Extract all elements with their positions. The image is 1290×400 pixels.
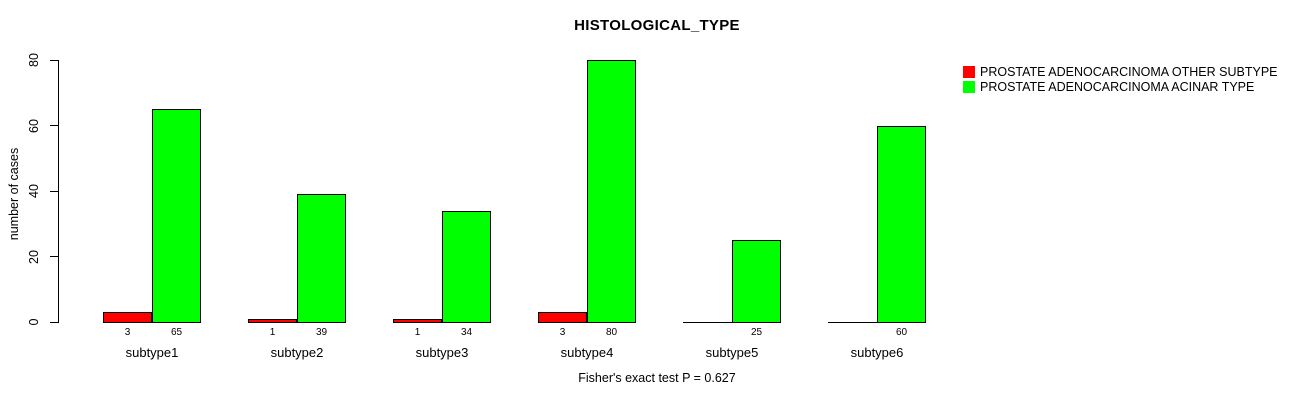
bar-acinar-type-subtype6 <box>877 125 926 323</box>
y-axis-tick <box>50 190 58 192</box>
y-axis-label: number of cases <box>7 147 21 241</box>
y-axis-tick-label: 80 <box>27 53 41 67</box>
bar-value-label: 34 <box>460 327 473 338</box>
bar-value-label: 1 <box>269 327 276 338</box>
bar-value-label: 3 <box>124 327 131 338</box>
bar-group-subtype3: 1 34 subtype3 <box>393 0 491 400</box>
bar-group-subtype4: 3 80 subtype4 <box>538 0 636 400</box>
legend-entry-acinar-type: PROSTATE ADENOCARCINOMA ACINAR TYPE <box>963 79 1278 94</box>
bar-value-label: 3 <box>559 327 566 338</box>
bar-other-subtype-subtype3 <box>393 318 442 323</box>
legend-label: PROSTATE ADENOCARCINOMA OTHER SUBTYPE <box>980 64 1278 79</box>
category-label-subtype3: subtype3 <box>415 345 469 360</box>
bar-value-label: 1 <box>414 327 421 338</box>
bar-acinar-type-subtype4 <box>587 60 636 323</box>
y-axis-tick-label: 60 <box>27 118 41 133</box>
bar-value-label: 80 <box>605 327 618 338</box>
chart-title: HISTOLOGICAL_TYPE <box>574 17 740 34</box>
y-axis-tick-label: 20 <box>27 249 41 264</box>
bar-group-subtype6: 60 subtype6 <box>828 0 926 400</box>
legend-entry-other-subtype: PROSTATE ADENOCARCINOMA OTHER SUBTYPE <box>963 64 1278 79</box>
y-axis-line <box>58 60 59 323</box>
bar-value-label: 25 <box>750 327 763 338</box>
category-label-subtype6: subtype6 <box>850 345 904 360</box>
category-label-subtype1: subtype1 <box>125 345 179 360</box>
legend-swatch-red <box>963 65 975 78</box>
legend-swatch-green <box>963 80 975 93</box>
bar-acinar-type-subtype2 <box>297 194 346 323</box>
y-axis-tick <box>50 256 58 257</box>
y-axis-tick-label: 0 <box>27 318 41 326</box>
bar-acinar-type-subtype1 <box>152 109 201 323</box>
bar-acinar-type-subtype3 <box>442 210 491 323</box>
bar-other-subtype-subtype1 <box>103 312 152 323</box>
category-label-subtype4: subtype4 <box>560 345 614 360</box>
category-label-subtype5: subtype5 <box>705 345 759 360</box>
y-axis-tick <box>50 321 58 323</box>
y-axis-tick-label: 40 <box>27 184 41 198</box>
bar-acinar-type-subtype5 <box>732 240 781 323</box>
bar-other-subtype-subtype2 <box>248 318 297 323</box>
bar-other-subtype-subtype4 <box>538 312 587 323</box>
bar-value-label: 60 <box>895 327 908 338</box>
bar-group-subtype1: 3 65 subtype1 <box>103 0 201 400</box>
legend: PROSTATE ADENOCARCINOMA OTHER SUBTYPE PR… <box>963 64 1278 94</box>
y-axis-tick <box>50 125 58 126</box>
category-label-subtype2: subtype2 <box>270 345 324 360</box>
bar-value-label: 65 <box>170 327 183 338</box>
y-axis-tick <box>50 59 58 61</box>
footer-note: Fisher's exact test P = 0.627 <box>578 371 736 385</box>
bar-group-subtype2: 1 39 subtype2 <box>248 0 346 400</box>
bar-group-subtype5: 25 subtype5 <box>683 0 781 400</box>
bar-value-label: 39 <box>315 327 328 338</box>
legend-label: PROSTATE ADENOCARCINOMA ACINAR TYPE <box>980 79 1255 94</box>
